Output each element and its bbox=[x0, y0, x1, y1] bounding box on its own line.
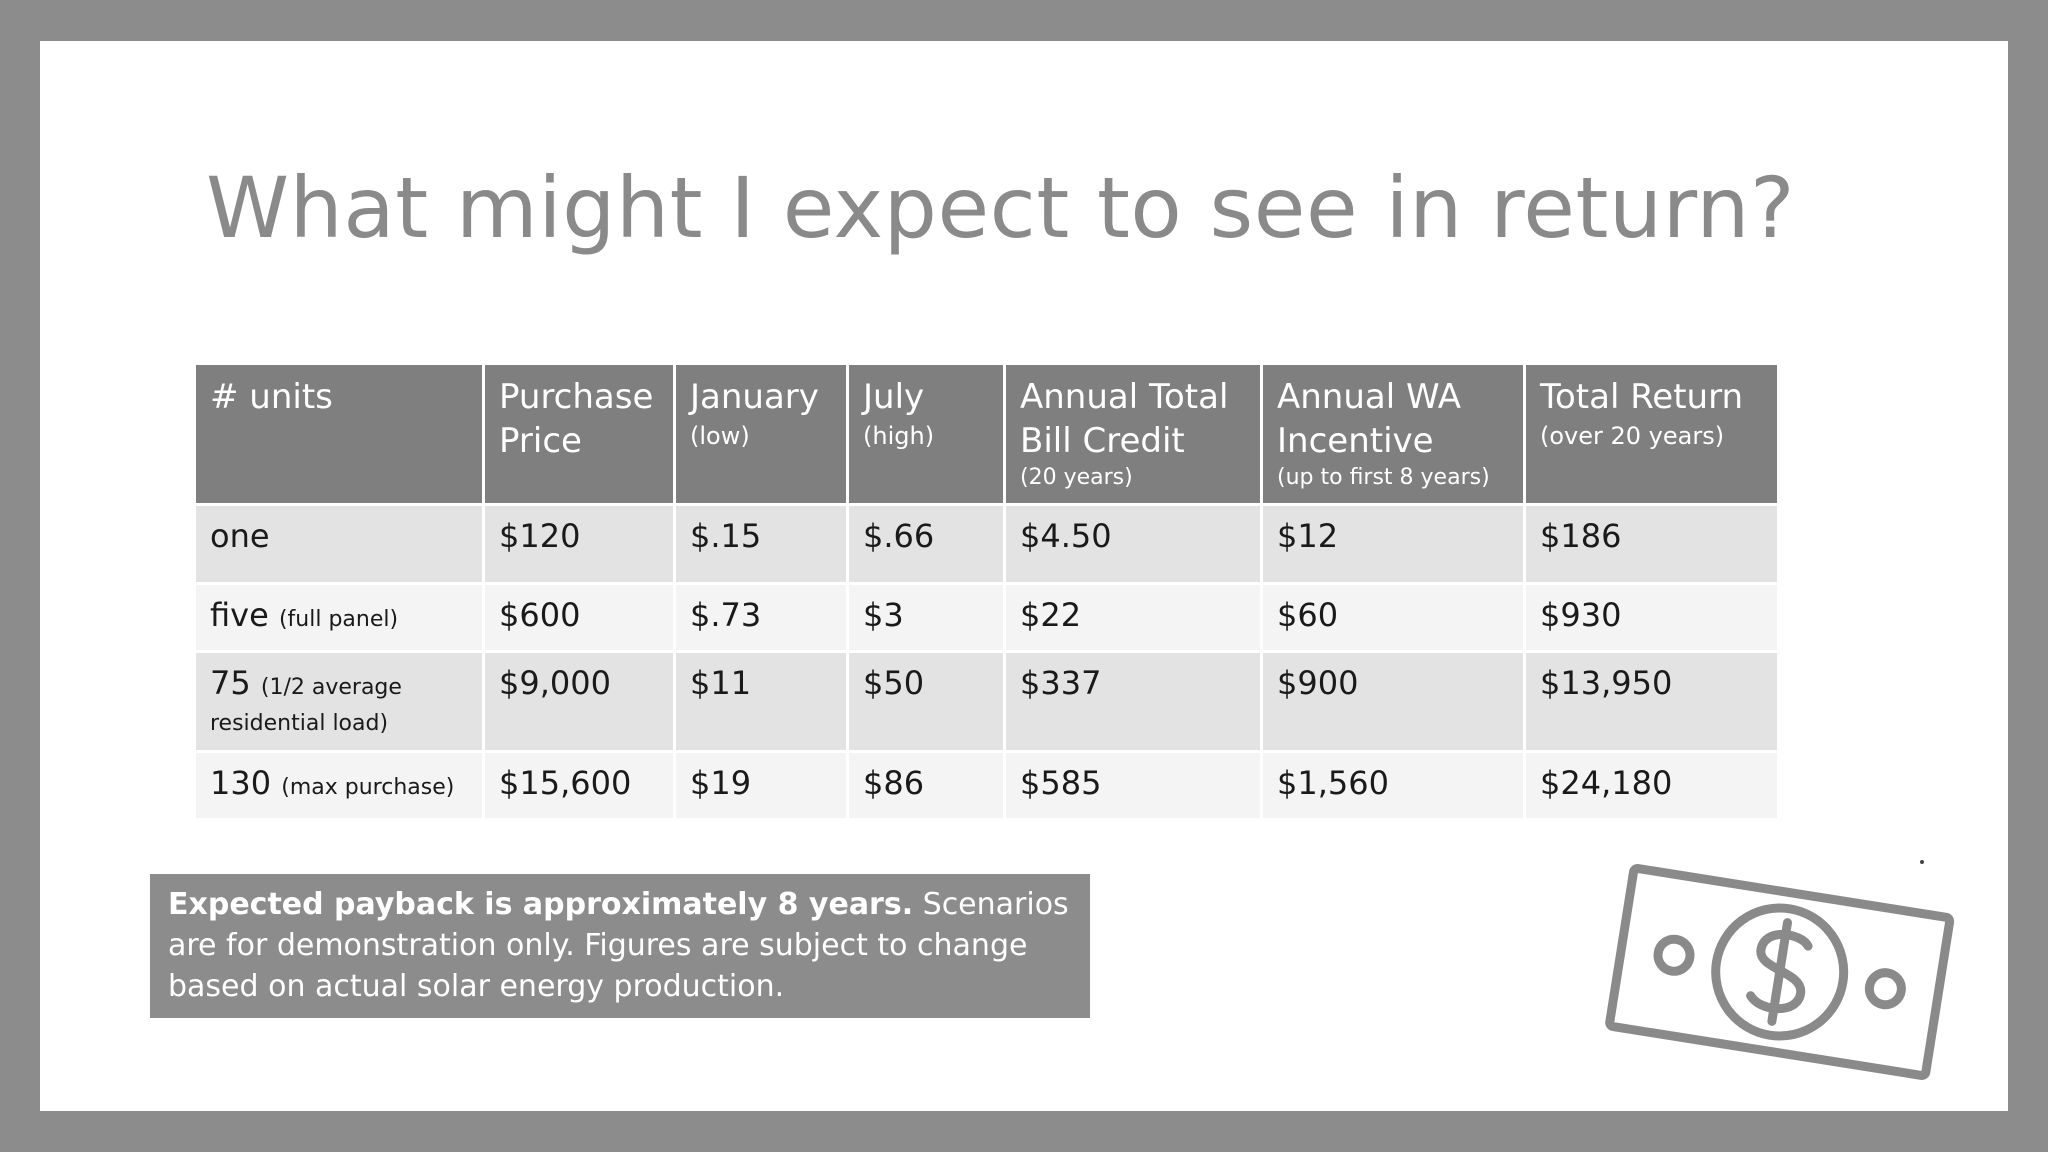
cell-units: five (full panel) bbox=[196, 585, 482, 650]
header-purchase-price: Purchase Price bbox=[485, 365, 673, 503]
header-january: January (low) bbox=[676, 365, 846, 503]
cell-incentive: $900 bbox=[1263, 653, 1523, 750]
table-header-row: # units Purchase Price January (low) July… bbox=[196, 365, 1777, 503]
cell-bill-credit: $4.50 bbox=[1006, 506, 1260, 582]
payback-bold: Expected payback is approximately 8 year… bbox=[168, 887, 914, 922]
cell-units: 75 (1/2 average residential load) bbox=[196, 653, 482, 750]
cell-january: $19 bbox=[676, 753, 846, 818]
cell-july: $3 bbox=[849, 585, 1003, 650]
payback-rest: Scenarios are for demonstration only. Fi… bbox=[168, 887, 1069, 1004]
cell-units: one bbox=[196, 506, 482, 582]
slide-title: What might I expect to see in return? bbox=[206, 159, 1796, 257]
cell-january: $11 bbox=[676, 653, 846, 750]
slide: What might I expect to see in return? # … bbox=[40, 41, 2008, 1111]
header-annual-wa-incentive: Annual WA Incentive (up to first 8 years) bbox=[1263, 365, 1523, 503]
cell-july: $50 bbox=[849, 653, 1003, 750]
cell-incentive: $1,560 bbox=[1263, 753, 1523, 818]
table-row: 130 (max purchase) $15,600 $19 $86 $585 … bbox=[196, 753, 1777, 818]
header-units: # units bbox=[196, 365, 482, 503]
cell-incentive: $12 bbox=[1263, 506, 1523, 582]
cell-bill-credit: $22 bbox=[1006, 585, 1260, 650]
cell-january: $.73 bbox=[676, 585, 846, 650]
money-bill-dollar-icon bbox=[1605, 864, 1955, 1080]
cell-january: $.15 bbox=[676, 506, 846, 582]
header-july: July (high) bbox=[849, 365, 1003, 503]
table-row: one $120 $.15 $.66 $4.50 $12 $186 bbox=[196, 506, 1777, 582]
cell-price: $9,000 bbox=[485, 653, 673, 750]
cell-july: $86 bbox=[849, 753, 1003, 818]
table-row: five (full panel) $600 $.73 $3 $22 $60 $… bbox=[196, 585, 1777, 650]
cell-total: $930 bbox=[1526, 585, 1777, 650]
cell-price: $15,600 bbox=[485, 753, 673, 818]
cell-total: $13,950 bbox=[1526, 653, 1777, 750]
table-row: 75 (1/2 average residential load) $9,000 … bbox=[196, 653, 1777, 750]
cell-price: $120 bbox=[485, 506, 673, 582]
cell-bill-credit: $585 bbox=[1006, 753, 1260, 818]
payback-note: Expected payback is approximately 8 year… bbox=[150, 874, 1090, 1018]
return-table: # units Purchase Price January (low) July… bbox=[193, 362, 1780, 821]
cell-bill-credit: $337 bbox=[1006, 653, 1260, 750]
decorative-dot bbox=[1920, 860, 1924, 864]
cell-total: $186 bbox=[1526, 506, 1777, 582]
cell-units: 130 (max purchase) bbox=[196, 753, 482, 818]
cell-total: $24,180 bbox=[1526, 753, 1777, 818]
cell-july: $.66 bbox=[849, 506, 1003, 582]
cell-incentive: $60 bbox=[1263, 585, 1523, 650]
header-annual-bill-credit: Annual Total Bill Credit (20 years) bbox=[1006, 365, 1260, 503]
cell-price: $600 bbox=[485, 585, 673, 650]
header-total-return: Total Return (over 20 years) bbox=[1526, 365, 1777, 503]
